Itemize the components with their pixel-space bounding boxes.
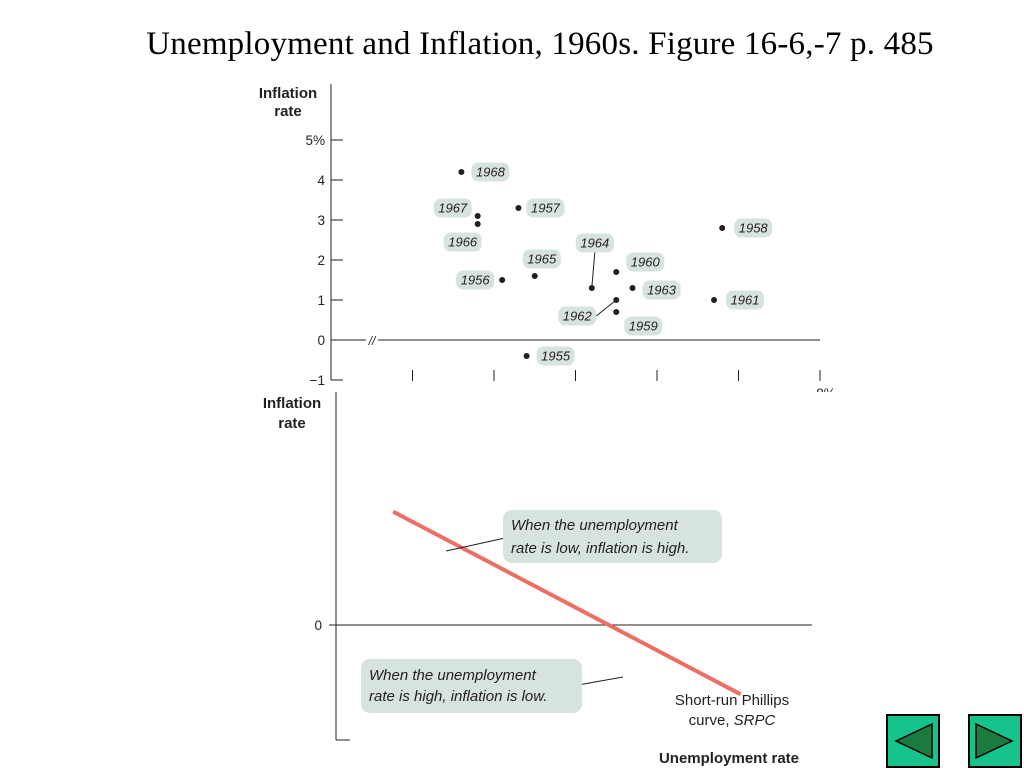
point-label-1964: 1964 [580,236,609,251]
scatter-x-tick-label-8: 8% [816,386,836,392]
point-label-bg-1968 [471,162,510,182]
point-label-1958: 1958 [739,221,769,236]
callout-high-box [361,659,582,713]
scatter-y-ticks: 5% 4 3 2 1 0 −1 [305,133,343,388]
point-label-1965: 1965 [527,252,557,267]
point-label-1967: 1967 [438,201,468,216]
point-label-1963: 1963 [647,283,677,298]
data-point-1967 [474,213,481,219]
point-label-bg-1963 [642,280,681,300]
point-label-bg-1958 [734,218,773,238]
srpc-label-line1: Short-run Phillips [675,692,789,709]
data-point-1956 [499,277,506,283]
callout-low-leader [445,537,506,552]
point-label-bg-1956 [456,270,495,290]
data-point-1966 [474,221,481,227]
point-label-bg-1964 [575,233,614,253]
scatter-x-ticks [412,370,821,381]
data-point-1959 [613,309,620,315]
point-label-1957: 1957 [531,201,561,216]
callout-high-line1: When the unemployment [369,667,537,684]
point-label-bg-1967 [433,198,472,218]
data-point-1955 [523,353,530,359]
triangle-right-icon [975,722,1014,760]
scatter-y-tick-label: −1 [310,373,325,388]
point-label-bg-1965 [522,249,561,269]
data-point-1963 [629,285,636,291]
triangle-left-icon [894,722,933,760]
point-label-1956: 1956 [461,273,491,288]
scatter-y-tick-label: 1 [317,293,325,308]
point-label-bg-1957 [526,198,565,218]
scatter-y-tick-label: 3 [317,213,325,228]
data-point-1957 [515,205,522,211]
point-label-1962: 1962 [563,309,593,324]
srpc-xlabel: Unemployment rate [659,750,799,767]
point-leader-1964 [591,252,596,289]
srpc-ylabel-line1: Inflation [263,395,321,412]
scatter-ylabel-line2: rate [274,103,302,120]
srpc-zero-label: 0 [314,618,322,633]
data-point-1968 [458,169,465,175]
data-point-1962 [613,297,620,303]
srpc-series [392,509,742,697]
point-label-bg-1966 [443,232,482,252]
callout-high-line2: rate is high, inflation is low. [369,688,547,705]
srpc-ylabel-line2: rate [278,415,306,432]
point-leader-1962 [595,299,617,317]
data-point-1958 [719,225,726,231]
next-slide-button[interactable] [968,714,1022,768]
point-label-1959: 1959 [629,319,658,334]
point-label-bg-1955 [536,346,575,366]
scatter-y-tick-label: 5% [305,133,325,148]
data-point-1960 [613,269,620,275]
scatter-y-tick-label: 2 [317,253,325,268]
srpc-line [392,509,742,697]
previous-slide-button[interactable] [886,714,940,768]
scatter-points: 1955 1956 1957 1958 1959 1960 1961 1962 1963 1964… [433,162,773,366]
point-label-1961: 1961 [731,293,760,308]
scatter-y-tick-label: 0 [317,333,325,348]
point-label-bg-1961 [726,290,765,310]
scatter-ylabel-line1: Inflation [259,85,317,102]
point-label-bg-1959 [624,316,663,336]
callout-high-leader [577,676,624,686]
slide-title: Unemployment and Inflation, 1960s. Figur… [146,26,934,62]
callout-low-line1: When the unemployment [511,517,679,534]
point-label-1966: 1966 [448,235,478,250]
data-point-1964 [588,285,595,291]
callout-low-line2: rate is low, inflation is high. [511,540,689,557]
point-label-1960: 1960 [631,255,661,270]
scatter-y-tick-label: 4 [317,173,325,188]
point-label-1968: 1968 [476,165,506,180]
point-label-1955: 1955 [541,349,571,364]
callout-low-box [503,510,722,563]
scatter-axis-break: // [368,334,377,348]
point-label-bg-1962 [558,306,597,326]
data-point-1965 [531,273,538,279]
srpc-label-line2: curve, SRPC [689,712,776,729]
data-point-1961 [711,297,718,303]
point-label-bg-1960 [626,252,665,272]
